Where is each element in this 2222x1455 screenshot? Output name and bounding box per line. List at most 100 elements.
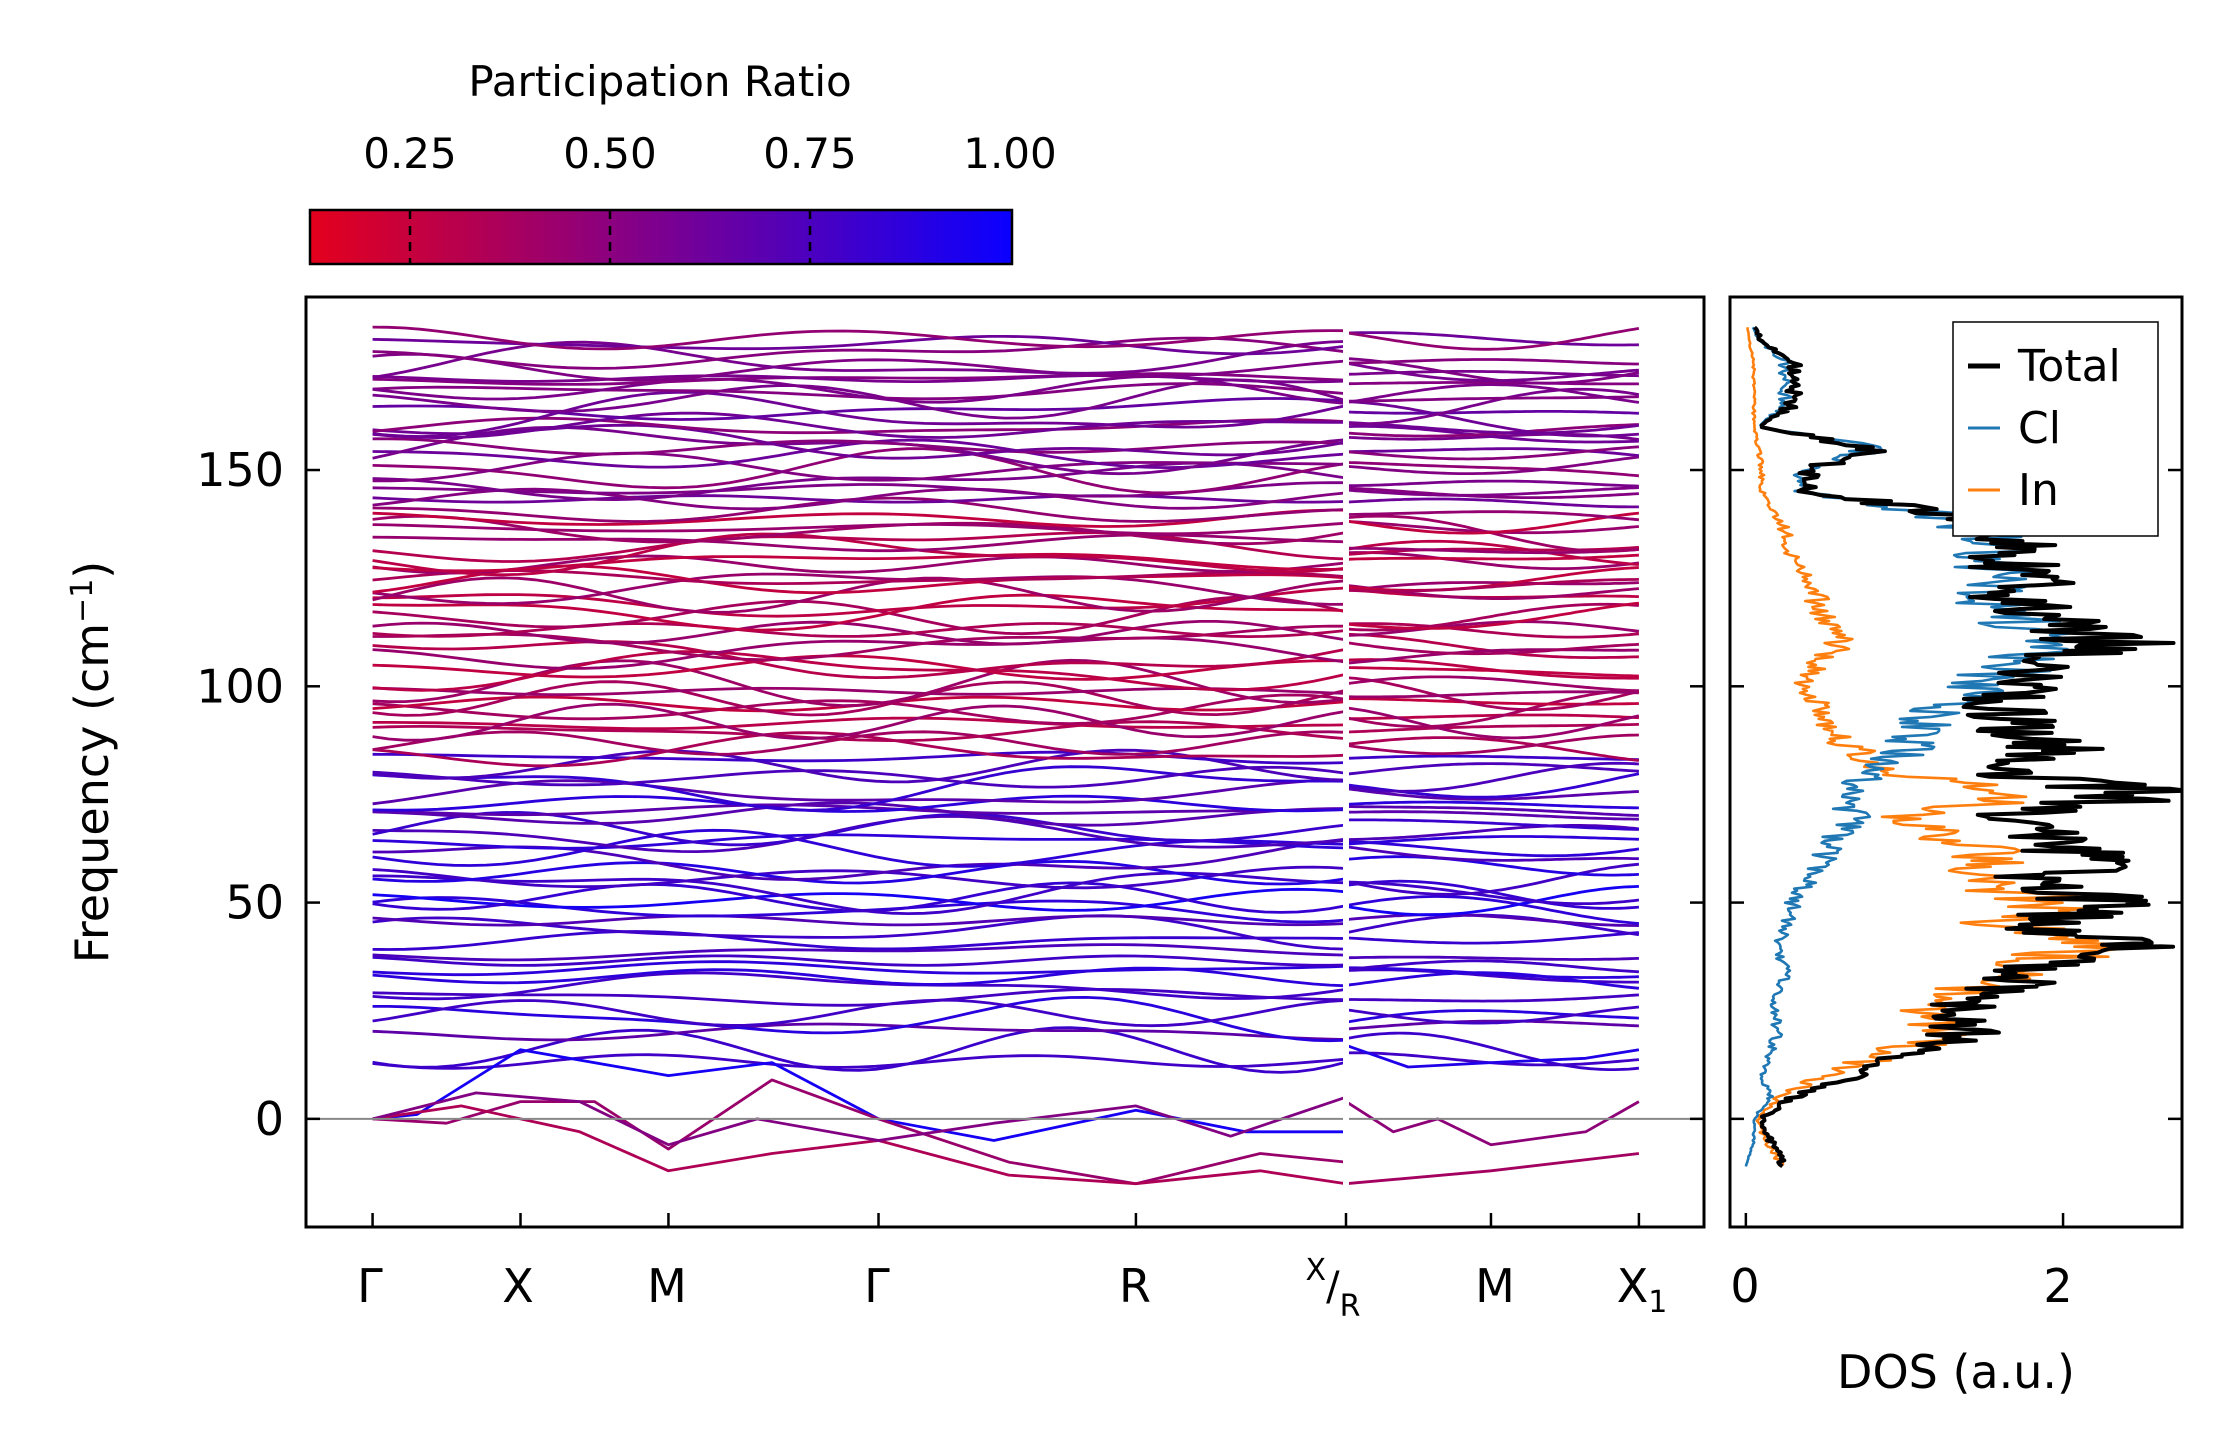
band-line xyxy=(1345,622,1640,639)
band-line xyxy=(372,437,1347,456)
acoustic-band-line xyxy=(372,1078,1347,1186)
band-line xyxy=(372,572,1347,606)
band-line xyxy=(372,987,1347,1007)
colorbar-tick-label: 0.25 xyxy=(363,129,457,178)
band-line xyxy=(1345,486,1639,497)
legend-label-in: In xyxy=(2018,465,2059,516)
y-axis-title: Frequency (cm−1) xyxy=(65,561,119,964)
band-line xyxy=(372,914,1347,927)
band-line xyxy=(1346,395,1639,403)
band-line xyxy=(1346,381,1639,386)
dos-line-total xyxy=(1753,325,2182,1169)
kpoint-label-x1: X1 xyxy=(1617,1259,1668,1320)
band-line xyxy=(1345,840,1640,858)
colorbar-tick-label: 0.50 xyxy=(563,129,657,178)
band-line xyxy=(1345,581,1639,593)
band-line xyxy=(1345,761,1639,793)
dos-xtick-label: 2 xyxy=(2043,1259,2072,1313)
band-line xyxy=(372,1026,1347,1074)
band-line xyxy=(1345,723,1639,734)
y-tick-label: 100 xyxy=(196,659,284,713)
band-line xyxy=(1346,966,1639,979)
dos-x-axis-title: DOS (a.u.) xyxy=(1837,1345,2075,1399)
band-line xyxy=(372,636,1347,670)
band-line xyxy=(372,716,1347,731)
band-line xyxy=(1345,733,1639,755)
kpath-labels: Γ X M Γ R X/R M X1 xyxy=(357,1253,1667,1324)
band-line xyxy=(372,325,1347,351)
band-line xyxy=(1345,1031,1640,1071)
band-line xyxy=(1345,455,1640,475)
band-line xyxy=(372,960,1347,977)
band-line xyxy=(372,1022,1347,1042)
band-line xyxy=(372,640,1347,680)
band-line xyxy=(372,451,1347,483)
dispersion-panel: 0 50 100 150 Frequency (cm−1) Γ X M Γ R X/R… xyxy=(65,295,1706,1324)
colorbar-tick-label: 0.75 xyxy=(763,129,857,178)
band-line xyxy=(1345,400,1640,438)
band-line xyxy=(1345,551,1640,571)
y-axis: 0 50 100 150 xyxy=(196,443,1704,1146)
acoustic-band-line xyxy=(1345,1043,1640,1069)
band-line xyxy=(372,998,1347,1028)
band-line xyxy=(372,447,1347,495)
band-line xyxy=(1345,835,1639,846)
band-line xyxy=(1346,993,1639,1003)
band-line xyxy=(1345,955,1639,961)
dos-frame xyxy=(1728,295,2184,1229)
band-line xyxy=(1345,410,1639,415)
band-line xyxy=(1345,762,1639,776)
band-line xyxy=(1345,787,1639,801)
band-line xyxy=(372,461,1347,502)
band-line xyxy=(372,794,1347,813)
acoustic-band-line xyxy=(1345,1152,1640,1186)
kpoint-label-r: R xyxy=(1119,1259,1151,1313)
band-line xyxy=(1345,800,1639,810)
band-line xyxy=(1345,675,1639,693)
band-line xyxy=(372,390,1347,438)
band-line xyxy=(1345,331,1639,347)
band-line xyxy=(1345,358,1639,366)
band-line xyxy=(1345,931,1640,945)
band-line xyxy=(1345,423,1639,438)
band-line xyxy=(1345,676,1640,711)
band-line xyxy=(1345,706,1640,740)
band-line xyxy=(372,765,1347,789)
band-line xyxy=(1345,736,1640,762)
band-line xyxy=(1345,425,1639,444)
band-line xyxy=(372,778,1347,806)
band-line xyxy=(372,680,1347,717)
band-line xyxy=(372,859,1347,886)
band-line xyxy=(372,801,1347,827)
band-line xyxy=(1345,602,1639,632)
band-line xyxy=(1346,690,1639,699)
band-line xyxy=(372,586,1347,618)
band-line xyxy=(1345,754,1639,761)
colorbar-title: Participation Ratio xyxy=(468,57,851,106)
band-line xyxy=(1345,511,1640,535)
band-line xyxy=(1345,539,1640,566)
band-line xyxy=(372,352,1347,382)
band-line xyxy=(1345,862,1640,896)
band-line xyxy=(1346,479,1639,488)
kpoint-label-m: M xyxy=(1475,1259,1515,1313)
band-line xyxy=(1345,553,1639,561)
band-line xyxy=(372,593,1347,632)
band-line xyxy=(1345,361,1639,382)
band-line xyxy=(1345,445,1639,461)
y-tick-label: 150 xyxy=(196,443,284,497)
band-line xyxy=(372,1053,1347,1070)
band-line xyxy=(1345,383,1640,404)
y-tick-label: 50 xyxy=(225,876,284,930)
band-line xyxy=(372,569,1347,586)
kpath-axis xyxy=(371,1213,1641,1227)
band-line xyxy=(372,552,1347,573)
band-line xyxy=(372,887,1347,912)
band-line xyxy=(1345,959,1639,974)
band-line xyxy=(1345,497,1639,509)
acoustic-band-line xyxy=(372,1048,1346,1142)
band-line xyxy=(1345,885,1639,917)
band-line xyxy=(1345,845,1639,862)
band-line xyxy=(372,720,1347,743)
